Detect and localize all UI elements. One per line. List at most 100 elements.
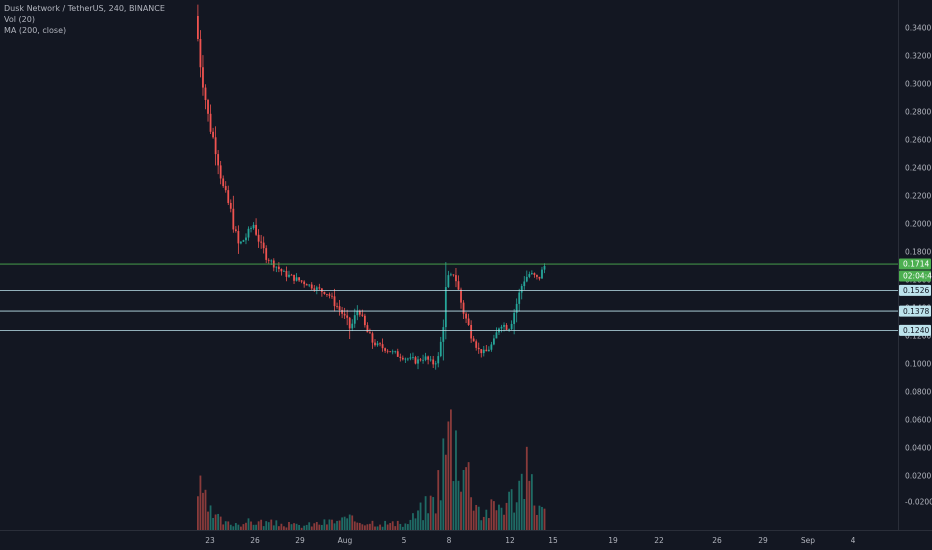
price-tick-label: 0.1000 [905,360,931,369]
price-tick-label: -0.0200 [905,498,932,507]
volume-bar [219,516,222,530]
volume-bar [252,524,255,530]
volume-bar [348,514,351,530]
candle-body [300,280,303,282]
candle-body [391,351,394,353]
volume-bar [401,526,404,530]
candle-body [429,359,432,361]
candle-body [242,240,245,242]
candle-body [409,357,412,359]
volume-bar [439,500,442,530]
candle-body [493,338,495,345]
candle-body [336,306,338,307]
volume-bar [232,526,235,530]
volume-bar [293,523,295,530]
volume-bar [422,520,424,530]
candle-body [482,349,485,354]
candle-body [315,287,318,290]
candle-body [533,273,536,275]
candle-body [277,266,280,270]
volume-bar [490,499,493,530]
volume-bar [434,513,437,530]
candle-body [257,234,260,242]
candle-body [295,277,298,281]
volume-bar [457,480,460,530]
volume-bar [310,526,313,530]
candle-body [363,315,366,326]
price-tick-label: 0.2200 [905,192,931,201]
candle-body [310,284,313,289]
volume-bar [308,522,311,530]
candle-body [333,296,336,307]
volume-bar [498,504,500,530]
candle-body [412,357,414,358]
volume-bar [234,523,237,530]
candle-body [480,349,483,354]
volume-bar [272,525,275,530]
volume-bar [487,518,490,530]
candle-body [444,287,447,328]
price-tick-label: 0.2800 [905,108,931,117]
candle-body [467,318,470,325]
candle-body [369,332,371,334]
volume-bar [480,520,483,530]
candle-body [270,260,273,262]
candle-body [427,356,430,360]
candle-body [313,288,316,290]
candle-body [252,224,255,229]
candle-body [247,228,250,238]
volume-bar [477,506,480,530]
time-axis[interactable]: 23 26 29 Aug 5 8 12 15 19 22 26 29 Sep 4 [205,536,855,545]
candle-body [356,311,359,316]
legend-volume[interactable]: Vol (20) [4,15,35,24]
candle-body [250,228,252,229]
time-tick-label: 29 [758,536,768,545]
volume-bar [240,526,242,530]
volume-bar [305,524,308,530]
volume-bar [391,521,394,530]
volume-bar [331,519,333,530]
candle-body [472,338,475,342]
volume-bar [369,523,371,530]
candle-body [543,266,546,270]
candle-body [525,276,528,282]
candle-body [495,332,498,339]
volume-bar [257,521,260,530]
volume-bar [470,497,473,530]
volume-bar [495,510,498,530]
volume-bar [482,516,485,530]
volume-bar [229,524,232,530]
candle-body [318,287,321,289]
candle-body [490,344,493,350]
legend-moving-average[interactable]: MA (200, close) [4,26,67,35]
volume-bar [475,504,478,530]
current-price-tag-bg [899,258,931,270]
candle-body [298,277,300,281]
candle-body [199,38,202,68]
volume-bar [374,526,376,530]
volume-bar [505,502,508,530]
volume-bar [333,523,336,530]
volume-bar [427,513,430,530]
volume-bar [528,480,531,530]
volume-bar [432,497,435,530]
level-price-tag-bg [899,305,931,317]
volume-bar [412,513,414,530]
volume-bar [541,506,543,530]
candle-body [267,259,270,261]
candle-body [222,178,225,187]
volume-bar [520,473,523,530]
candle-body [530,273,533,275]
volume-bar [320,524,323,530]
price-tick-label: 0.3400 [905,24,931,33]
candle-body [283,270,285,272]
candle-body [523,281,526,287]
volume-bar [260,519,263,530]
volume-bar [363,525,366,530]
legend-symbol[interactable]: Dusk Network / TetherUS, 240, BINANCE [4,4,165,13]
price-tick-label: 0.0200 [905,472,931,481]
candle-body [348,317,351,329]
candle-body [308,284,311,286]
candle-body [376,343,379,346]
